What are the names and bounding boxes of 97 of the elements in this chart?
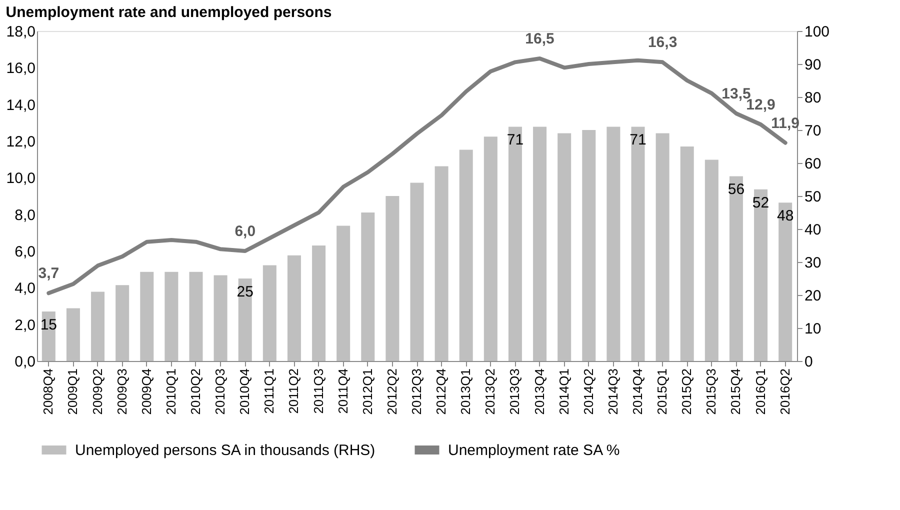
x-tick-label: 2013Q1 [458,368,474,415]
x-tick-label: 2015Q3 [704,368,719,415]
x-tick-label: 2008Q4 [40,368,56,415]
bar [410,182,424,361]
x-tick-label: 2014Q3 [605,368,620,415]
bar [287,255,301,361]
x-tick-label: 2016Q2 [777,368,792,415]
data-label: 25 [236,284,254,300]
bar [680,146,694,361]
bar [189,272,203,361]
bar [434,166,448,361]
bar [729,176,743,361]
bar [778,202,792,361]
y-tick-label: 14,0 [6,96,36,114]
bar [582,130,596,361]
y-tick-label: 8,0 [14,206,36,224]
x-tick-label: 2009Q1 [65,368,80,415]
y-tick-label: 0,0 [14,354,36,370]
bar [508,126,522,361]
bar [558,133,572,361]
bar [91,292,105,361]
y2-tick-label: 90 [804,56,822,74]
bar [214,275,228,361]
data-label: 3,7 [38,265,60,282]
x-tick-label: 2012Q2 [384,368,400,415]
data-label: 16,3 [648,34,678,52]
y2-tick-label: 10 [804,320,822,338]
y-tick-label: 2,0 [14,316,36,334]
data-label: 71 [630,132,646,149]
x-tick-label: 2014Q1 [556,368,572,415]
bar [66,308,80,361]
x-tick-label: 2010Q3 [212,368,228,415]
legend-label: Unemployed persons SA in thousands (RHS) [75,442,376,459]
y-tick-label: 4,0 [14,280,36,298]
x-tick-label: 2013Q2 [482,368,498,415]
x-tick-label: 2011Q4 [335,368,350,414]
x-tick-label: 2009Q3 [114,368,130,415]
x-tick-label: 2009Q2 [90,368,105,415]
bar [140,272,154,361]
y2-tick-label: 40 [804,222,822,238]
x-tick-label: 2010Q1 [163,368,178,415]
bar [336,226,350,361]
chart-title: Unemployment rate and unemployed persons [6,4,332,21]
y-tick-label: 16,0 [6,60,36,78]
x-tick-label: 2013Q4 [532,368,547,415]
data-label: 56 [728,181,745,198]
bar [361,212,375,361]
x-tick-label: 2012Q3 [409,368,424,415]
y2-tick-label: 60 [804,156,822,172]
x-tick-label: 2009Q4 [138,368,154,415]
bar [606,126,620,361]
bar [484,136,498,361]
y-tick-label: 10,0 [6,170,36,188]
x-tick-label: 2015Q1 [654,368,670,415]
data-label: 16,5 [525,30,554,48]
bar [386,196,400,361]
bar [459,150,473,361]
bar [754,189,768,361]
bar [631,126,645,361]
data-label: 6,0 [234,223,256,240]
data-label: 15 [40,316,58,334]
data-label: 52 [752,194,770,212]
data-label: 71 [506,132,524,149]
bar [262,265,276,361]
y2-tick-label: 100 [804,24,830,40]
x-tick-label: 2011Q1 [262,368,277,414]
bar [116,285,130,361]
data-label: 48 [776,208,794,225]
bar [312,246,326,361]
bar [164,272,178,361]
y2-tick-label: 20 [804,288,822,304]
y2-tick-label: 50 [804,188,822,206]
x-tick-label: 2011Q3 [310,368,326,414]
y2-tick-label: 30 [804,254,822,272]
bar [656,133,670,361]
bar [238,278,252,361]
y-tick-label: 18,0 [6,24,36,40]
x-tick-label: 2010Q2 [188,368,203,415]
x-tick-label: 2014Q2 [580,368,596,415]
bar [704,160,718,361]
y2-tick-label: 80 [804,90,822,106]
x-tick-label: 2015Q4 [728,368,744,415]
x-tick-label: 2014Q4 [630,368,645,415]
y2-tick-label: 0 [804,354,813,370]
x-tick-label: 2013Q3 [507,368,522,415]
x-tick-label: 2011Q2 [286,368,302,414]
x-tick-label: 2012Q4 [434,368,449,415]
y-tick-label: 12,0 [6,134,36,150]
x-tick-label: 2015Q2 [679,368,694,415]
x-tick-label: 2012Q1 [360,368,375,415]
y2-tick-label: 70 [804,122,822,140]
bar [533,126,547,361]
y-tick-label: 6,0 [14,244,36,260]
x-tick-label: 2010Q4 [237,368,252,415]
legend-label: Unemployment rate SA % [448,442,620,459]
x-tick-label: 2016Q1 [752,368,768,415]
bar [42,312,56,361]
